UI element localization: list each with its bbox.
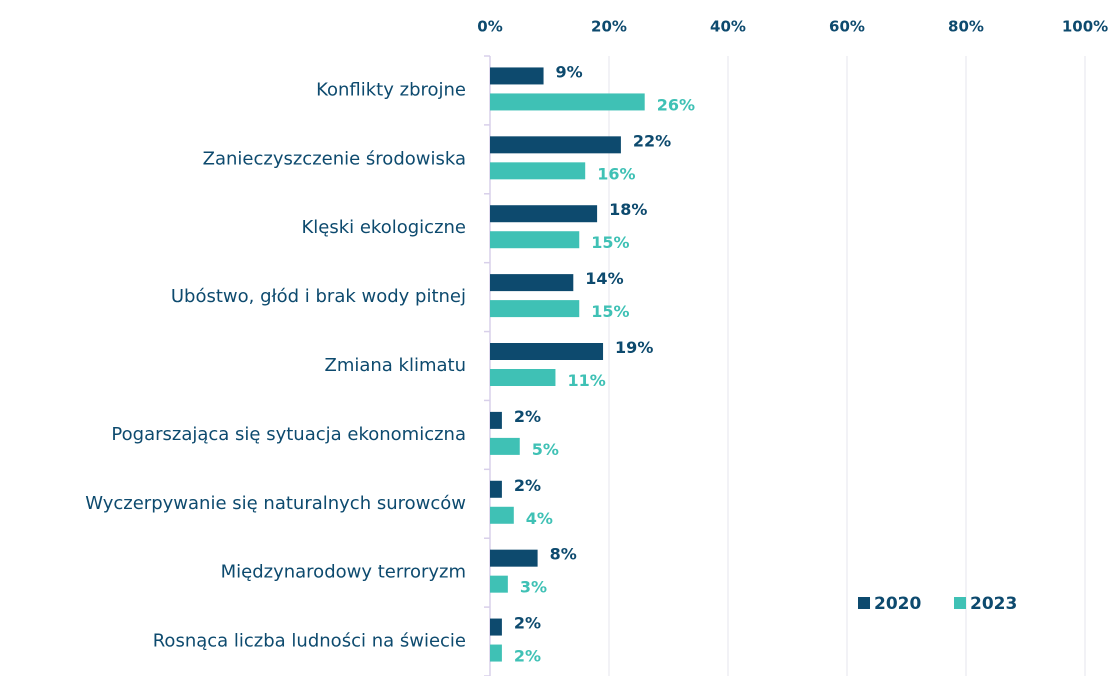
y-tick-label: Konflikty zbrojne [316, 79, 466, 100]
y-tick-label: Klęski ekologiczne [301, 217, 466, 238]
data-label: 5% [532, 440, 559, 459]
bar [490, 644, 502, 662]
x-tick-label: 40% [710, 18, 746, 36]
bar [490, 162, 586, 180]
data-label: 9% [556, 62, 583, 81]
y-tick-label: Ubóstwo, głód i brak wody pitnej [171, 286, 466, 307]
bar [490, 506, 514, 524]
bar [490, 343, 604, 360]
bar [490, 411, 502, 429]
legend-label: 2023 [970, 594, 1017, 614]
bar [490, 67, 544, 85]
data-label: 2% [514, 647, 541, 666]
bar [490, 618, 502, 636]
x-tick-label: 60% [829, 18, 865, 36]
data-label: 8% [550, 545, 577, 564]
data-label: 2% [514, 407, 541, 426]
legend-swatch [954, 597, 966, 609]
bar [490, 93, 645, 111]
legend-swatch [858, 597, 870, 609]
data-label: 2% [514, 476, 541, 495]
data-label: 26% [657, 95, 695, 114]
data-label: 14% [585, 269, 623, 288]
x-tick-label: 80% [948, 18, 984, 36]
data-label: 16% [597, 164, 635, 183]
data-label: 22% [633, 131, 671, 150]
bar [490, 136, 621, 154]
data-label: 3% [520, 578, 547, 597]
bar [490, 205, 598, 223]
data-label: 19% [615, 338, 653, 357]
data-label: 2% [514, 614, 541, 633]
bar [490, 549, 538, 567]
data-label: 4% [526, 509, 553, 528]
y-tick-label: Pogarszająca się sytuacja ekonomiczna [111, 424, 466, 445]
y-tick-label: Wyczerpywanie się naturalnych surowców [85, 493, 466, 514]
y-tick-label: Międzynarodowy terroryzm [221, 562, 466, 583]
legend-label: 2020 [874, 594, 921, 614]
bar [490, 274, 574, 292]
data-label: 18% [609, 200, 647, 219]
bar [490, 300, 580, 318]
x-tick-label: 100% [1062, 18, 1108, 36]
y-tick-label: Zanieczyszczenie środowiska [203, 148, 466, 169]
y-tick-label: Zmiana klimatu [324, 355, 466, 376]
data-label: 15% [591, 233, 629, 252]
bar [490, 369, 556, 386]
data-label: 15% [591, 302, 629, 321]
bar [490, 437, 520, 455]
y-tick-label: Rosnąca liczba ludności na świecie [153, 631, 466, 652]
bar [490, 231, 580, 249]
bar [490, 575, 508, 593]
data-label: 11% [567, 371, 605, 390]
x-tick-label: 0% [477, 18, 502, 36]
x-tick-label: 20% [591, 18, 627, 36]
bar [490, 480, 502, 498]
